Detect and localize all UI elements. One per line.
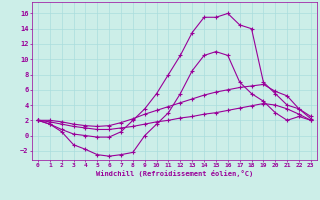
- X-axis label: Windchill (Refroidissement éolien,°C): Windchill (Refroidissement éolien,°C): [96, 170, 253, 177]
